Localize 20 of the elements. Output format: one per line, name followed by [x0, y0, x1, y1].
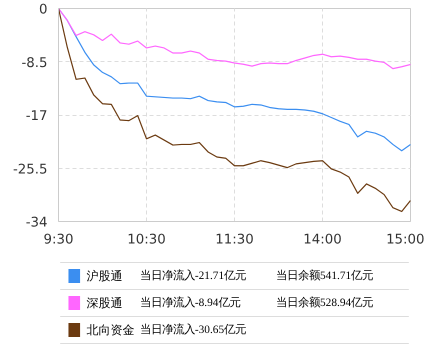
y-tick-label: -17: [26, 109, 48, 124]
text: 当日净流入-8.94亿元: [140, 296, 240, 309]
legend-label: 北向资金: [86, 323, 135, 337]
legend-label: 沪股通: [86, 269, 123, 283]
y-tick-label: 0: [39, 2, 48, 18]
line-series: [58, 8, 410, 212]
legend-label: 深股通: [86, 296, 123, 310]
y-tick-label: -8.5: [21, 56, 48, 71]
text: 当日余额541.71亿元: [276, 269, 374, 282]
text: 当日净流入-21.71亿元: [140, 269, 246, 282]
text: 当日余额528.94亿元: [276, 296, 374, 309]
y-tick-label: -34: [26, 216, 48, 230]
x-tick-label: 10:30: [127, 232, 166, 248]
x-tick-label: 15:00: [386, 232, 424, 248]
x-tick-label: 9:30: [44, 232, 74, 248]
x-tick-label: 14:00: [303, 232, 342, 248]
x-tick-label: 11:30: [215, 232, 254, 248]
text: 当日净流入-30.65亿元: [140, 323, 246, 336]
y-tick-label: -25.5: [13, 162, 48, 178]
line-series: [58, 8, 410, 70]
